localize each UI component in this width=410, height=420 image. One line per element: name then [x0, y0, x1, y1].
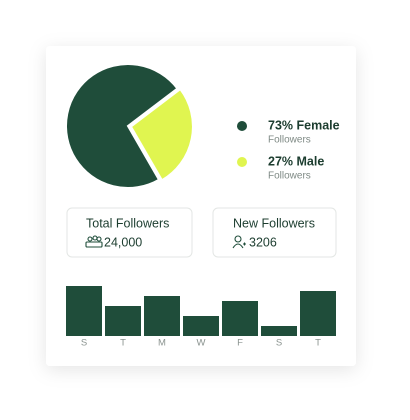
x-tick-label: S [276, 338, 282, 349]
pie-slice [65, 63, 179, 189]
x-tick-label: T [315, 338, 321, 349]
stat-value: 3206 [249, 235, 277, 249]
x-tick-label: T [120, 338, 126, 349]
legend-label: 73% Female [268, 118, 340, 132]
legend-dot [237, 121, 247, 131]
stat-value: 24,000 [104, 235, 142, 249]
x-tick-label: M [158, 338, 166, 349]
stat-label: Total Followers [86, 216, 169, 230]
bar [144, 296, 180, 336]
bar [105, 306, 141, 336]
bar [66, 286, 102, 336]
bar [222, 301, 258, 336]
stat-box [66, 207, 193, 258]
bar [300, 291, 336, 336]
group-icon [85, 235, 103, 248]
stat-box [212, 207, 337, 258]
x-tick-label: F [237, 338, 243, 349]
legend-label: 27% Male [268, 154, 324, 168]
user-icon [232, 235, 246, 249]
bar [261, 326, 297, 336]
legend-sublabel: Followers [268, 135, 311, 146]
legend-sublabel: Followers [268, 171, 311, 182]
x-tick-label: W [197, 338, 206, 349]
stat-label: New Followers [233, 216, 315, 230]
x-tick-label: S [81, 338, 87, 349]
legend-dot [237, 157, 247, 167]
pie-slice [129, 87, 194, 182]
bar [183, 316, 219, 336]
